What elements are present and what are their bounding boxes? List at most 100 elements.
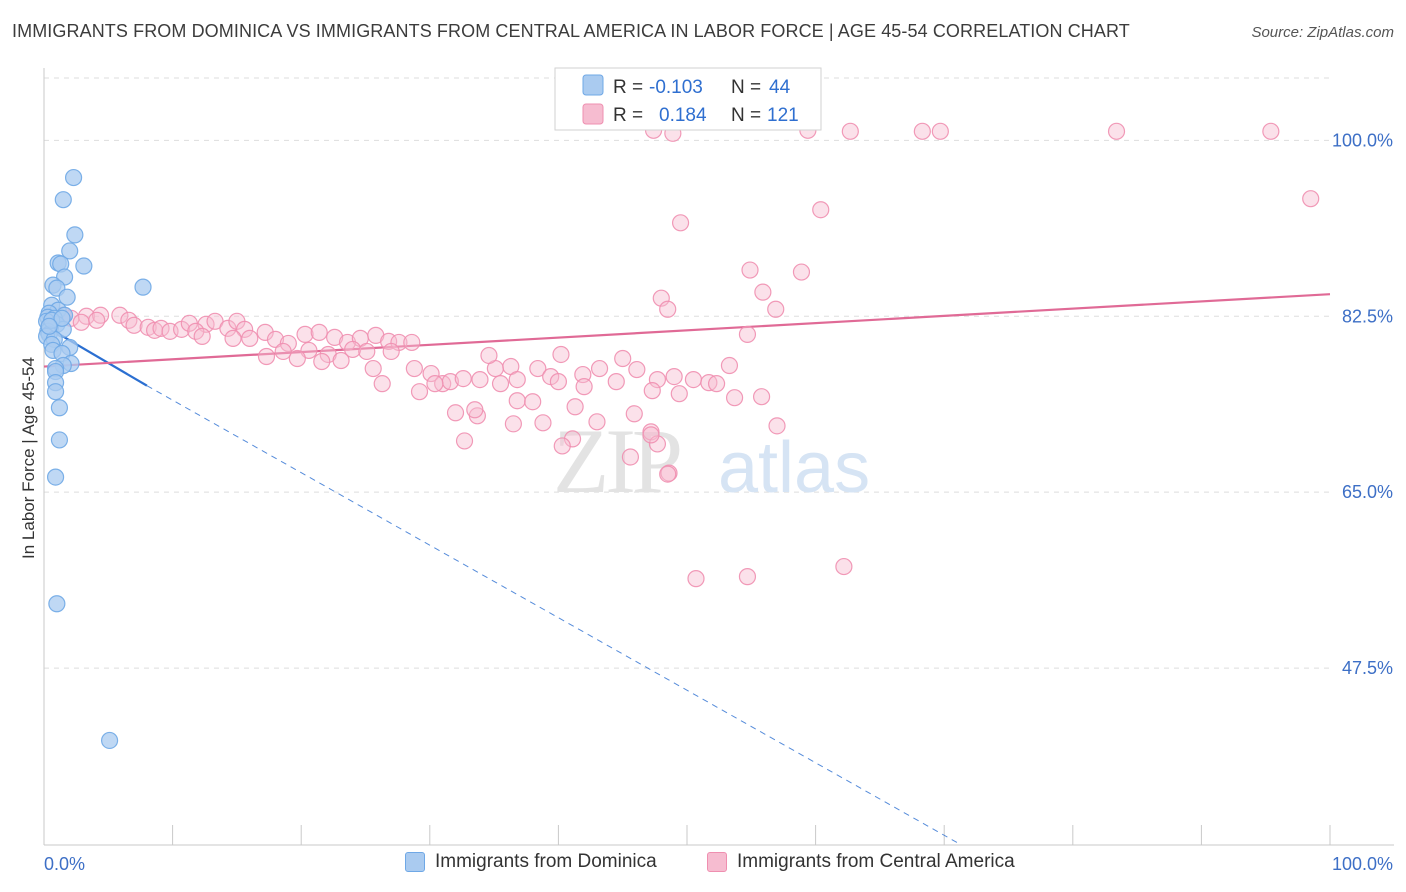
point-central-america-107 [621,448,640,466]
point-central-america-78 [614,349,632,368]
point-dominica-11 [58,288,76,306]
point-central-america-118 [687,570,705,588]
y-tick-label-2: 65.0% [1342,482,1393,502]
point-central-america-9 [812,201,830,219]
trend-line-dominica-extrapolated [146,385,960,845]
point-dominica-36 [50,399,69,417]
point-central-america-116 [534,414,552,432]
chart-title: IMMIGRANTS FROM DOMINICA VS IMMIGRANTS F… [12,21,1130,41]
stats-n-label-central-america: N = [731,105,761,126]
point-dominica-6 [75,257,93,275]
point-central-america-120 [659,465,677,483]
stats-legend: R = -0.103 N = 44 R = 0.184 N = 121 [554,67,822,131]
x-tick-marks [43,825,1331,845]
point-central-america-91 [364,359,382,378]
legend-label-dominica: Immigrants from Dominica [435,851,657,872]
point-central-america-80 [648,371,667,389]
legend-item-central-america[interactable]: Immigrants from Central America [707,851,1015,873]
point-dominica-37 [50,431,69,449]
y-tick-label-1: 82.5% [1342,306,1393,326]
point-central-america-111 [648,435,667,453]
point-central-america-13 [754,283,772,301]
point-central-america-7 [1262,122,1280,140]
chart-legend: Immigrants from Dominica Immigrants from… [0,851,1406,879]
point-central-america-106 [588,413,606,431]
point-central-america-87 [575,378,593,396]
y-tick-label-0: 100.0% [1332,130,1393,150]
y-tick-label-3: 47.5% [1342,658,1393,678]
point-central-america-53 [274,342,292,361]
point-central-america-88 [607,373,625,391]
legend-label-central-america: Immigrants from Central America [737,851,1015,872]
point-central-america-59 [257,347,276,366]
point-central-america-97 [491,375,510,393]
point-central-america-93 [410,383,429,401]
point-central-america-117 [835,557,853,576]
point-central-america-104 [725,389,744,407]
point-central-america-61 [313,352,331,371]
point-central-america-110 [563,430,582,448]
point-central-america-100 [566,398,584,416]
watermark: ZIP atlas [553,410,870,512]
point-central-america-34 [219,319,237,337]
point-central-america-68 [471,371,489,389]
point-central-america-86 [549,373,568,391]
legend-swatch-dominica [405,852,425,872]
point-central-america-79 [628,360,646,379]
point-central-america-21 [111,306,129,324]
point-central-america-57 [358,342,376,361]
point-dominica-10 [134,278,152,296]
point-central-america-41 [256,323,274,341]
point-central-america-99 [524,393,542,411]
y-axis-label: In Labor Force | Age 45-54 [19,357,38,559]
point-central-america-73 [529,359,547,378]
point-central-america-23 [88,311,106,329]
point-dominica-0 [64,168,83,187]
point-central-america-85 [738,325,757,343]
grid-layer [44,77,1330,669]
point-central-america-15 [659,300,677,318]
point-central-america-3 [841,122,859,140]
point-central-america-4 [913,122,931,140]
point-central-america-92 [373,375,391,393]
point-central-america-114 [553,437,571,455]
point-central-america-22 [72,313,90,331]
legend-item-dominica[interactable]: Immigrants from Dominica [405,851,657,873]
legend-swatch-central-america [707,852,727,872]
point-central-america-108 [504,415,522,433]
point-central-america-98 [508,392,526,410]
point-dominica-40 [100,731,119,750]
stats-swatch-dominica [582,74,604,96]
stats-r-label-dominica: R = [613,77,643,98]
point-central-america-105 [768,417,786,435]
point-central-america-94 [426,375,444,393]
point-central-america-64 [422,364,440,383]
point-central-america-56 [344,340,362,359]
point-central-america-71 [508,371,526,389]
point-central-america-75 [552,345,570,364]
point-central-america-90 [707,375,726,393]
point-central-america-84 [720,356,739,375]
point-central-america-44 [296,325,314,343]
point-central-america-121 [752,388,771,406]
point-central-america-82 [684,371,703,389]
x-tick-label-max: 100.0% [1332,854,1393,874]
watermark-zip: ZIP [553,410,680,512]
point-central-america-112 [660,464,678,482]
point-central-america-72 [480,346,498,365]
point-central-america-63 [405,359,423,378]
point-central-america-109 [455,432,474,450]
point-central-america-10 [671,214,690,232]
watermark-atlas: atlas [718,428,870,508]
chart-source: Source: ZipAtlas.com [1251,24,1394,41]
point-central-america-115 [642,426,660,444]
point-central-america-36 [236,320,254,338]
point-central-america-103 [670,385,688,403]
point-central-america-16 [767,300,785,318]
stats-swatch-central-america [582,103,604,125]
point-central-america-67 [454,369,472,388]
point-central-america-77 [590,359,609,378]
point-central-america-60 [288,349,306,368]
point-central-america-39 [224,329,242,347]
